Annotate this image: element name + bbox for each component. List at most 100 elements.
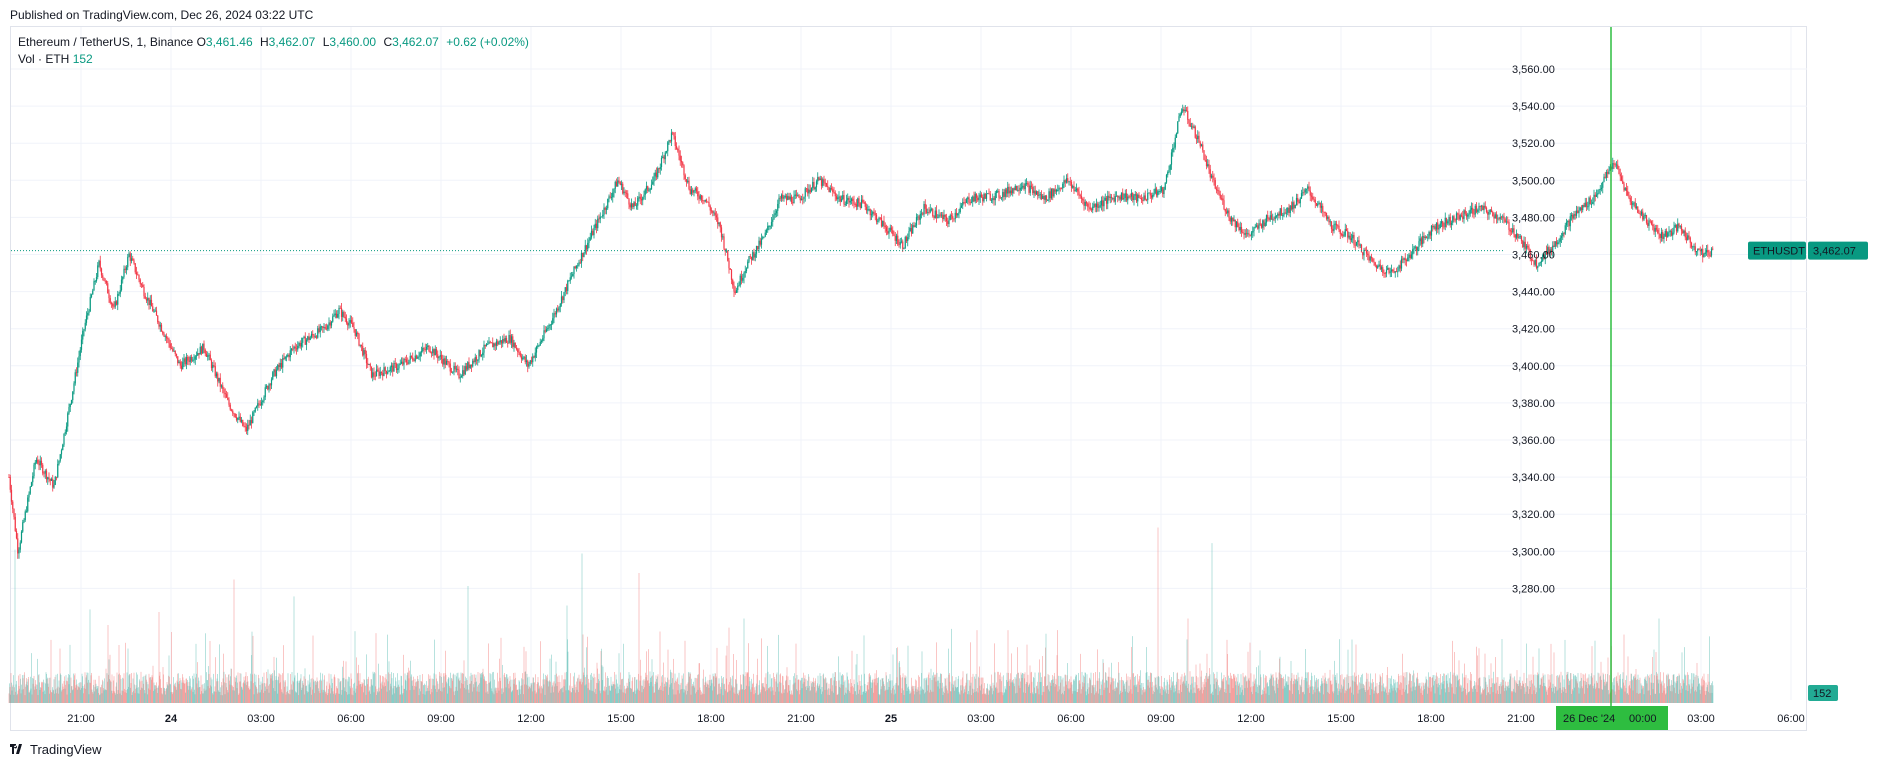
volume-bar: [591, 690, 593, 703]
candle-body: [232, 410, 234, 414]
volume-bar: [962, 677, 963, 703]
volume-bar: [685, 685, 687, 703]
volume-bar: [661, 682, 663, 703]
volume-bar: [1511, 691, 1512, 703]
volume-bar: [118, 674, 119, 703]
volume-bar: [1546, 689, 1548, 703]
volume-bar: [956, 686, 958, 703]
volume-bar: [886, 689, 888, 703]
candle-body: [749, 256, 751, 257]
volume-bar: [1347, 649, 1349, 703]
volume-bar: [923, 689, 924, 703]
volume-bar: [1561, 689, 1563, 703]
volume-bar: [1679, 689, 1681, 703]
volume-bar: [1624, 691, 1626, 703]
candle-body: [894, 235, 896, 241]
volume-bar: [1633, 676, 1634, 703]
volume-bar: [1494, 683, 1496, 703]
volume-bar: [1112, 689, 1114, 703]
volume-bar: [1348, 676, 1350, 703]
volume-bar: [1441, 689, 1442, 703]
candle-body: [823, 179, 825, 183]
volume-bar: [1225, 677, 1226, 703]
volume-bar: [183, 680, 185, 703]
volume-bar: [590, 679, 592, 703]
candle-body: [563, 292, 565, 301]
volume-bar: [1608, 694, 1610, 703]
candle-body: [159, 324, 161, 327]
volume-bar: [1172, 682, 1173, 703]
volume-bar: [326, 681, 328, 703]
volume-bar: [1247, 687, 1248, 703]
volume-bar: [1436, 672, 1437, 703]
volume-bar: [1299, 694, 1300, 703]
volume-bar: [186, 678, 187, 703]
volume-bar: [440, 690, 441, 703]
volume-bar: [605, 672, 606, 703]
volume-bar: [67, 681, 68, 703]
volume-bar: [945, 685, 947, 703]
chart-frame[interactable]: [10, 26, 1807, 731]
volume-bar: [1710, 685, 1711, 703]
volume-bar: [774, 679, 776, 703]
volume-bar: [1592, 685, 1594, 703]
volume-bar: [963, 693, 964, 703]
volume-bar: [139, 679, 140, 703]
volume-bar: [702, 693, 703, 703]
volume-bar: [1007, 681, 1008, 703]
candle-body: [128, 253, 130, 257]
volume-bar: [1688, 674, 1689, 703]
volume-bar: [524, 684, 525, 703]
volume-bar: [959, 694, 961, 703]
candle-body: [283, 358, 285, 359]
volume-bar: [973, 692, 974, 703]
volume-bar: [752, 684, 753, 703]
volume-bar: [319, 680, 320, 703]
volume-bar: [1622, 672, 1624, 703]
candle-body: [297, 345, 299, 350]
candle-body: [88, 311, 90, 313]
volume-bar: [1321, 681, 1323, 703]
volume-bar: [256, 686, 257, 703]
candle-body: [272, 372, 274, 380]
volume-bar: [1429, 676, 1431, 703]
candle-body: [787, 196, 789, 200]
candle-body: [440, 355, 443, 360]
volume-bar: [19, 688, 20, 703]
volume-bar: [1623, 682, 1624, 703]
volume-bar: [726, 678, 727, 703]
volume-bar: [400, 675, 402, 703]
volume-bar: [430, 694, 431, 703]
volume-bar: [1315, 681, 1316, 703]
volume-bar: [1703, 679, 1704, 703]
volume-bar: [983, 693, 985, 703]
volume-bar: [25, 684, 27, 703]
volume-bar: [1234, 677, 1235, 703]
candle-body: [804, 188, 806, 197]
volume-bar: [568, 689, 570, 703]
candle-body: [85, 315, 88, 323]
candle-body: [93, 281, 95, 291]
candle-body: [588, 240, 590, 243]
candle-body: [728, 260, 730, 269]
volume-bar: [1169, 679, 1171, 703]
candle-body: [653, 176, 655, 182]
volume-bar: [1537, 675, 1539, 703]
volume-bar: [1020, 672, 1022, 703]
candle-body: [237, 417, 239, 420]
volume-bar: [618, 693, 619, 703]
volume-bar: [457, 672, 459, 703]
volume-bar: [657, 674, 659, 703]
volume-bar: [1014, 677, 1016, 703]
volume-bar: [18, 675, 19, 703]
candle-body: [43, 473, 45, 475]
volume-bar: [1211, 543, 1213, 703]
volume-bar: [741, 684, 742, 703]
volume-bar: [1565, 692, 1567, 703]
volume-bar: [124, 688, 125, 703]
volume-bar: [1263, 674, 1264, 703]
volume-bar: [292, 680, 294, 703]
volume-bar: [920, 686, 921, 703]
volume-bar: [718, 678, 720, 703]
